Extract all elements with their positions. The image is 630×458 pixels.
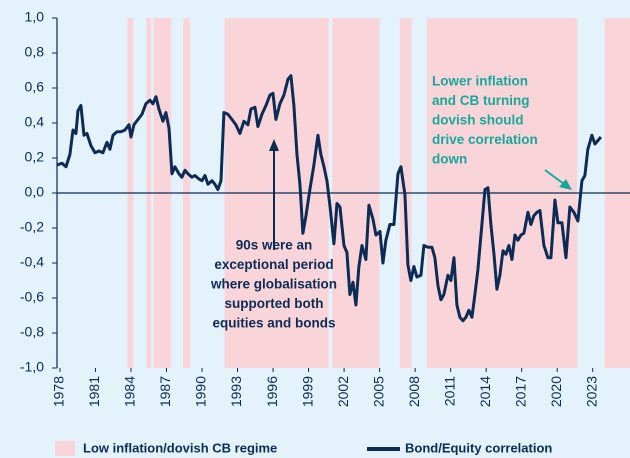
x-tick-label: 1987	[157, 376, 173, 407]
y-tick-label: -1,0	[20, 359, 44, 375]
y-tick-label: 0,2	[25, 149, 45, 165]
lines	[56, 74, 603, 323]
x-tick-label: 2011	[441, 376, 457, 406]
legend-label: Bond/Equity correlation	[405, 440, 552, 455]
legend: Low inflation/dovish CB regime Bond/Equi…	[55, 440, 552, 456]
x-tick-label: 2020	[548, 376, 564, 407]
x-tick-label: 1978	[51, 376, 67, 407]
x-tick-label: 2014	[477, 376, 493, 407]
x-tick-label: 2017	[512, 376, 528, 407]
legend-swatch	[55, 441, 75, 456]
x-tick-label: 2023	[583, 376, 599, 407]
annotation: supported both	[225, 296, 324, 311]
annotation: exceptional period	[214, 257, 333, 272]
y-tick-label: -0,6	[20, 289, 44, 305]
axes: 1,0 0,8 0,6 0,4 0,2 0,0 -0,2 -0,4 -0,6 -0,8 -1,0 19…	[20, 9, 630, 407]
x-tick-label: 1993	[228, 376, 244, 407]
x-tick-label: 1981	[86, 376, 102, 407]
y-tick-label: 0,8	[25, 44, 45, 60]
annotation: equities and bonds	[212, 316, 335, 331]
x-tick-label: 1999	[299, 376, 315, 407]
y-tick-label: -0,8	[20, 324, 44, 340]
annotation: where globalisation	[210, 277, 337, 292]
annotation: down	[432, 152, 467, 167]
x-tick-label: 1984	[122, 376, 138, 407]
annotation: and CB turning	[432, 93, 530, 108]
x-tick-label: 2002	[335, 376, 351, 407]
annotation: Lower inflation	[432, 74, 528, 89]
annotation: drive correlation	[432, 132, 538, 147]
arrow-head	[269, 139, 279, 151]
series-line	[56, 74, 603, 323]
x-tick-label: 2005	[370, 376, 386, 407]
arrow	[544, 169, 565, 185]
y-tick-label: -0,2	[20, 219, 44, 235]
y-tick-label: 0,0	[25, 184, 45, 200]
y-tick-label: 0,4	[25, 114, 45, 130]
annotation: dovish should	[432, 113, 524, 128]
x-tick-label: 1990	[193, 376, 209, 407]
y-tick-label: -0,4	[20, 254, 44, 270]
x-tick-label: 1996	[264, 376, 280, 407]
arrow-head	[559, 179, 572, 190]
y-tick-label: 1,0	[25, 9, 45, 25]
x-tick-label: 2008	[406, 376, 422, 407]
y-tick-label: 0,6	[25, 79, 45, 95]
legend-label: Low inflation/dovish CB regime	[83, 440, 277, 455]
